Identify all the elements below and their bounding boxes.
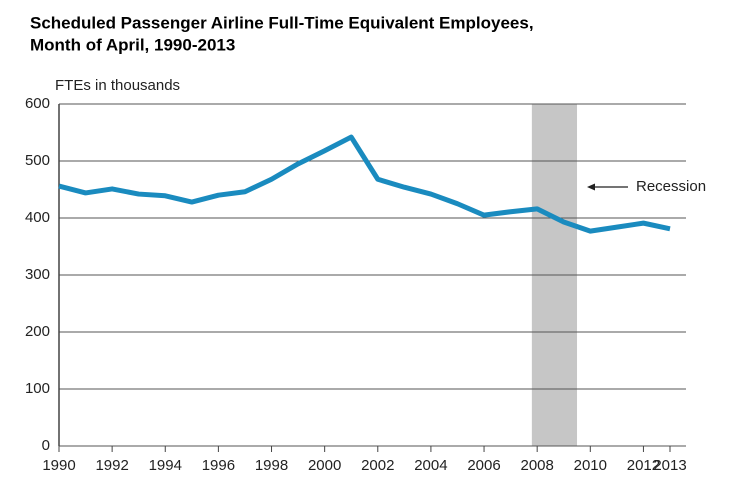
y-axis-label: FTEs in thousands [55, 77, 180, 94]
y-tick-label: 100 [25, 380, 50, 397]
x-tick-label: 2006 [467, 457, 500, 474]
x-tick-label: 2013 [653, 457, 686, 474]
x-tick-label: 1994 [149, 457, 182, 474]
data-line [58, 134, 671, 234]
x-tick-label: 2002 [361, 457, 394, 474]
annotation-arrowhead [587, 183, 595, 191]
x-tick-label: 2010 [574, 457, 607, 474]
annotation: Recession [636, 178, 706, 195]
x-tick-label: 1990 [42, 457, 75, 474]
y-tick-label: 300 [25, 266, 50, 283]
x-tick-label: 1998 [255, 457, 288, 474]
y-tick-label: 400 [25, 209, 50, 226]
x-tick-label: 2008 [520, 457, 553, 474]
chart-title-line: Month of April, 1990-2013 [30, 35, 235, 54]
y-tick-label: 0 [42, 437, 50, 454]
chart-title-line: Scheduled Passenger Airline Full-Time Eq… [30, 13, 534, 32]
x-tick-label: 2004 [414, 457, 447, 474]
x-tick-label: 1992 [95, 457, 128, 474]
x-tick-label: 1996 [202, 457, 235, 474]
y-tick-label: 500 [25, 152, 50, 169]
y-tick-label: 200 [25, 323, 50, 340]
x-tick-label: 2000 [308, 457, 341, 474]
x-tick-label: 2012 [627, 457, 660, 474]
y-tick-label: 600 [25, 95, 50, 112]
